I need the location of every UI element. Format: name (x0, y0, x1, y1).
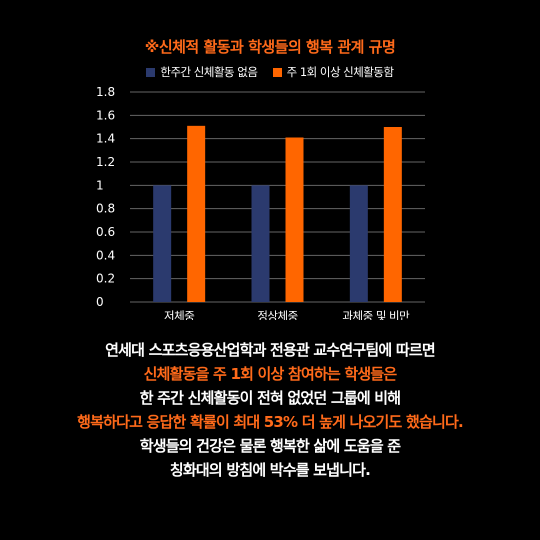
x-tick-label: 과체중 및 비만 (342, 309, 410, 320)
y-tick-label: 0.4 (96, 248, 115, 262)
legend-label: 주 1회 이상 신체활동함 (286, 65, 395, 79)
legend-label: 한주간 신체활동 없음 (160, 65, 258, 79)
bar-no-activity (251, 185, 270, 302)
body-line-5: 학생들의 건강은 물론 행복한 삶에 도움을 준 (139, 437, 401, 455)
bar-no-activity (153, 185, 172, 302)
legend-item-no-activity: 한주간 신체활동 없음 (146, 64, 258, 80)
y-tick-label: 0.2 (96, 272, 115, 286)
y-tick-label: 0.8 (96, 202, 115, 216)
legend-swatch-orange (272, 68, 282, 77)
y-tick-label: 1.2 (96, 155, 115, 169)
bar-weekly-activity (383, 127, 402, 302)
body-text: 연세대 스포츠응용산업학과 전용관 교수연구팀에 따르면 신체활동을 주 1회 … (0, 338, 540, 482)
bar-weekly-activity (285, 137, 304, 302)
label-layer: 0 0.2 0.4 0.6 0.8 1 1.2 1.4 1.6 1.8 저체중 정상체중 과체중 및 비… (96, 85, 411, 320)
bar-no-activity (349, 185, 368, 302)
body-line-2: 신체활동을 주 1회 이상 참여하는 학생들은 (143, 365, 398, 383)
legend-item-weekly-activity: 주 1회 이상 신체활동함 (272, 64, 395, 80)
grid-layer (130, 91, 425, 303)
x-tick-label: 정상체중 (257, 309, 297, 320)
chart-title: ※신체적 활동과 학생들의 행복 관계 규명 (144, 38, 396, 56)
body-line-6: 칭화대의 방침에 박수를 보냅니다. (169, 461, 371, 479)
y-tick-label: 1 (96, 178, 104, 192)
y-tick-label: 0 (96, 295, 104, 309)
body-line-3: 한 주간 신체활동이 전혀 없었던 그룹에 비해 (139, 389, 401, 407)
x-tick-label: 저체중 (164, 309, 194, 320)
bar-weekly-activity (187, 125, 206, 302)
y-tick-label: 1.6 (96, 108, 115, 122)
body-line-4: 행복하다고 응답한 확률이 최대 53% 더 높게 나오기도 했습니다. (77, 413, 464, 431)
y-tick-label: 1.8 (96, 85, 115, 99)
y-tick-label: 0.6 (96, 225, 115, 239)
body-line-1: 연세대 스포츠응용산업학과 전용관 교수연구팀에 따르면 (105, 341, 436, 359)
bar-chart: 0 0.2 0.4 0.6 0.8 1 1.2 1.4 1.6 1.8 저체중 정상체중 과체중 및 비… (96, 85, 425, 320)
legend: 한주간 신체활동 없음 주 1회 이상 신체활동함 (0, 64, 540, 80)
y-tick-label: 1.4 (96, 132, 115, 146)
bar-layer (153, 125, 402, 302)
legend-swatch-navy (146, 68, 156, 77)
